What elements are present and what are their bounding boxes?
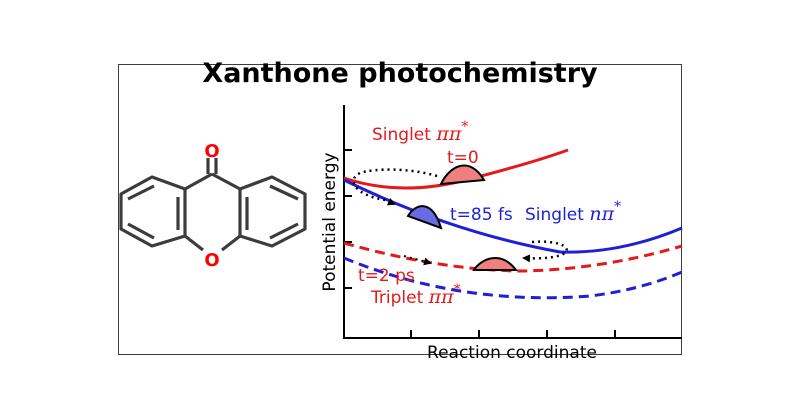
triplet-npi-curve	[343, 256, 683, 300]
triplet-pipi-label: Triplet ππ*	[370, 282, 461, 308]
left-ring-double-bond-2	[127, 222, 155, 240]
dotted-arrow-triplet	[403, 255, 432, 266]
singlet-pipi-label: Singlet ππ*	[372, 119, 468, 145]
figure-title: Xanthone photochemistry	[202, 58, 598, 89]
central-bond-left-bottom	[184, 234, 204, 252]
dotted-arrow-s-pipi-to-npi	[352, 168, 438, 206]
time-label-t0: t=0	[447, 148, 479, 168]
time-label-t85fs: t=85 fs	[450, 205, 513, 225]
xanthone-molecule	[119, 158, 307, 252]
x-axis-label: Reaction coordinate	[427, 343, 597, 363]
central-bond-right-bottom	[221, 234, 241, 252]
wavepacket-t85fs	[406, 205, 443, 230]
y-axis-label: Potential energy	[320, 152, 340, 291]
singlet-npi-curve	[343, 178, 683, 254]
singlet-npi-label: Singlet nπ*	[525, 199, 621, 225]
plot-axes	[343, 105, 682, 339]
central-bond-right-top	[211, 172, 241, 191]
wavepacket-t2ps	[472, 257, 519, 271]
dotted-arrow-npi-to-triplet	[522, 240, 568, 263]
left-ring-double-bond-1	[127, 184, 155, 201]
wavepacket-t0	[439, 164, 486, 186]
central-bond-left-top	[184, 172, 213, 191]
time-label-t2ps: t=2 ps	[358, 266, 415, 286]
triplet-pipi-curve	[343, 241, 683, 273]
figure-frame	[118, 64, 682, 355]
right-ring-double-bond-2	[269, 222, 299, 240]
right-ring-double-bond-1	[269, 184, 299, 201]
ring-oxygen: O	[204, 250, 219, 271]
carbonyl-oxygen: O	[204, 141, 219, 162]
